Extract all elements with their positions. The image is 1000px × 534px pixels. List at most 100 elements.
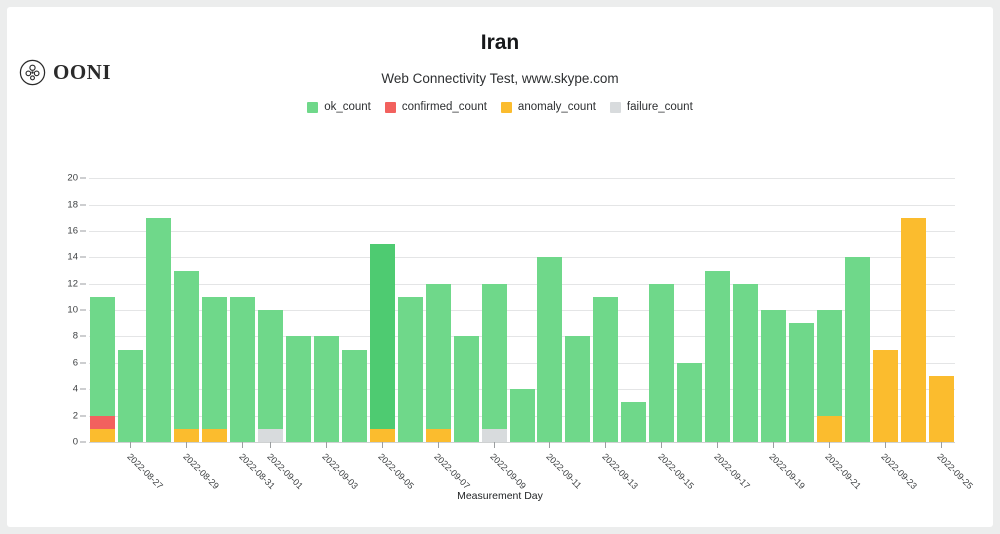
bar-segment-anomaly-count[interactable] xyxy=(872,349,898,442)
bar-segment-ok-count[interactable] xyxy=(286,336,312,442)
bar-stack[interactable] xyxy=(537,257,563,442)
bar-segment-ok-count[interactable] xyxy=(146,217,172,442)
bar-segment-failure-count[interactable] xyxy=(481,428,507,442)
legend-item-ok-count[interactable]: ok_count xyxy=(307,101,371,113)
bar-stack[interactable] xyxy=(816,310,842,442)
bar-stack[interactable] xyxy=(705,270,731,442)
bar-segment-anomaly-count[interactable] xyxy=(369,428,395,442)
bar-segment-anomaly-count[interactable] xyxy=(90,428,116,442)
x-axis-tick-slot xyxy=(787,442,815,448)
bar-stack[interactable] xyxy=(258,310,284,442)
bar-stack[interactable] xyxy=(621,402,647,442)
ooni-logo[interactable]: OONI xyxy=(19,59,111,86)
bar-segment-ok-count[interactable] xyxy=(118,349,144,442)
legend-item-failure-count[interactable]: failure_count xyxy=(609,101,693,113)
bar-segment-ok-count[interactable] xyxy=(202,296,228,429)
bar-stack[interactable] xyxy=(872,349,898,442)
x-axis-tick-slot xyxy=(257,442,285,448)
bar-segment-anomaly-count[interactable] xyxy=(900,217,926,442)
bar-slot xyxy=(480,165,508,442)
bar-stack[interactable] xyxy=(760,310,786,442)
x-axis-tick-mark xyxy=(130,442,132,448)
bar-segment-ok-count[interactable] xyxy=(230,296,256,442)
legend-item-confirmed-count[interactable]: confirmed_count xyxy=(384,101,487,113)
bar-stack[interactable] xyxy=(844,257,870,442)
bar-stack[interactable] xyxy=(649,283,675,442)
bar-segment-ok-count[interactable] xyxy=(509,389,535,442)
bar-stack[interactable] xyxy=(677,362,703,442)
bar-segment-ok-count[interactable] xyxy=(760,310,786,442)
bar-segment-ok-count[interactable] xyxy=(788,323,814,442)
bar-stack[interactable] xyxy=(565,336,591,442)
bar-stack[interactable] xyxy=(313,336,339,442)
x-axis-tick-slot xyxy=(620,442,648,448)
bar-stack[interactable] xyxy=(425,283,451,442)
bar-segment-ok-count[interactable] xyxy=(593,296,619,442)
bar-stack[interactable] xyxy=(593,296,619,442)
bar-segment-ok-count[interactable] xyxy=(733,283,759,442)
plot-area: 0 2 4 6 8 10 12 14 16 18 20 xyxy=(67,165,955,448)
bar-segment-anomaly-count[interactable] xyxy=(816,415,842,442)
chart-legend: ok_count confirmed_count anomaly_count fail… xyxy=(7,101,993,113)
bar-segment-ok-count[interactable] xyxy=(844,257,870,442)
legend-item-anomaly-count[interactable]: anomaly_count xyxy=(500,101,596,113)
legend-swatch-confirmed-count-icon xyxy=(384,101,396,113)
bar-segment-ok-count[interactable] xyxy=(565,336,591,442)
bar-stack[interactable] xyxy=(286,336,312,442)
y-axis-tick-mark xyxy=(80,335,86,337)
y-axis-tick-label: 10 xyxy=(67,304,78,316)
bar-stack[interactable] xyxy=(174,270,200,442)
bar-stack[interactable] xyxy=(397,296,423,442)
bar-segment-confirmed-count[interactable] xyxy=(90,415,116,429)
bar-segment-failure-count[interactable] xyxy=(258,428,284,442)
bar-segment-anomaly-count[interactable] xyxy=(202,428,228,442)
bar-stack[interactable] xyxy=(369,244,395,442)
bar-stack[interactable] xyxy=(509,389,535,442)
gridline xyxy=(89,178,955,180)
bar-slot xyxy=(313,165,341,442)
bar-slot xyxy=(396,165,424,442)
bar-segment-ok-count[interactable] xyxy=(453,336,479,442)
bar-stack[interactable] xyxy=(481,283,507,442)
bar-segment-ok-count[interactable] xyxy=(816,310,842,416)
bar-segment-ok-count[interactable] xyxy=(341,349,367,442)
bar-stack[interactable] xyxy=(230,296,256,442)
bar-segment-ok-count[interactable] xyxy=(174,270,200,429)
bar-segment-ok-count[interactable] xyxy=(397,296,423,442)
bar-segment-anomaly-count[interactable] xyxy=(928,376,954,442)
bar-stack[interactable] xyxy=(733,283,759,442)
gridline xyxy=(89,336,955,338)
bar-stack[interactable] xyxy=(146,217,172,442)
bar-segment-anomaly-count[interactable] xyxy=(174,428,200,442)
x-axis-tick-slot xyxy=(927,442,955,448)
bar-stack[interactable] xyxy=(453,336,479,442)
bar-stack[interactable] xyxy=(118,349,144,442)
bar-slot xyxy=(145,165,173,442)
bar-segment-anomaly-count[interactable] xyxy=(425,428,451,442)
bar-segment-ok-count[interactable] xyxy=(258,310,284,429)
bar-segment-ok-count[interactable] xyxy=(537,257,563,442)
x-axis-tick-slot xyxy=(480,442,508,448)
bar-segment-ok-count[interactable] xyxy=(369,244,395,429)
x-axis-tick-slot xyxy=(760,442,788,448)
bar-stack[interactable] xyxy=(928,376,954,442)
bar-segment-ok-count[interactable] xyxy=(90,296,116,416)
bar-segment-ok-count[interactable] xyxy=(621,402,647,442)
legend-label: confirmed_count xyxy=(401,101,487,113)
bar-segment-ok-count[interactable] xyxy=(481,283,507,429)
bar-segment-ok-count[interactable] xyxy=(677,362,703,442)
x-axis-tick-mark xyxy=(772,442,774,448)
bar-stack[interactable] xyxy=(788,323,814,442)
bar-slot xyxy=(871,165,899,442)
bar-stack[interactable] xyxy=(900,217,926,442)
bar-segment-ok-count[interactable] xyxy=(705,270,731,442)
y-axis-tick-mark xyxy=(80,441,86,443)
bar-stack[interactable] xyxy=(90,296,116,442)
bar-stack[interactable] xyxy=(341,349,367,442)
bar-stack[interactable] xyxy=(202,296,228,442)
bar-slot xyxy=(117,165,145,442)
bar-segment-ok-count[interactable] xyxy=(313,336,339,442)
x-axis-tick-label: 2022-09-25 xyxy=(935,451,976,492)
bar-segment-ok-count[interactable] xyxy=(649,283,675,442)
bar-segment-ok-count[interactable] xyxy=(425,283,451,429)
